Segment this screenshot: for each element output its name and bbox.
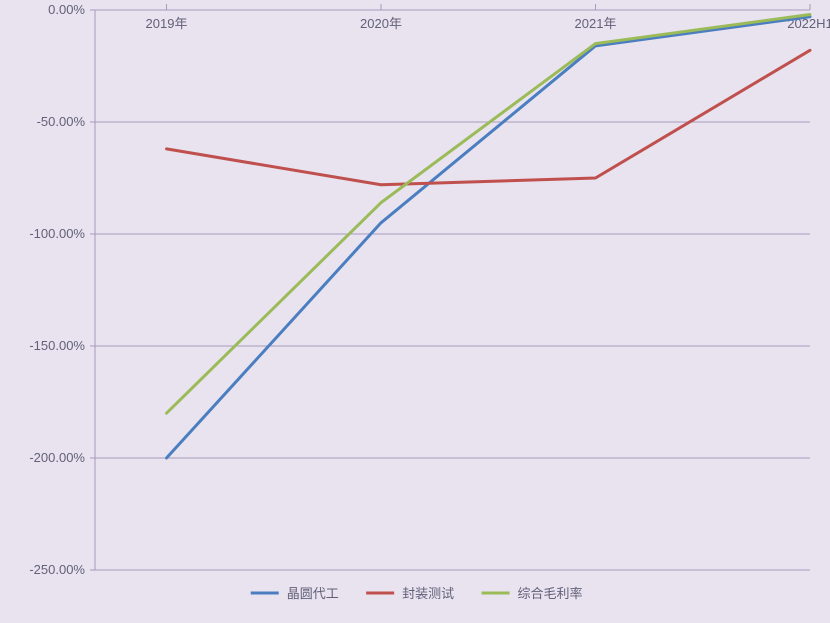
line-chart: 0.00% -50.00% -100.00% -150.00% -200.00% -250…	[0, 0, 830, 623]
x-tick-label: 2019年	[146, 16, 188, 31]
legend-label: 综合毛利率	[518, 586, 583, 601]
x-tick-label: 2021年	[575, 16, 617, 31]
chart-svg: 0.00% -50.00% -100.00% -150.00% -200.00% -250…	[0, 0, 830, 623]
y-tick-label: -200.00%	[29, 450, 85, 465]
y-tick-label: -150.00%	[29, 338, 85, 353]
y-tick-label: -100.00%	[29, 226, 85, 241]
y-tick-label: -50.00%	[37, 114, 86, 129]
legend-label: 晶圆代工	[287, 586, 339, 601]
y-tick-label: -250.00%	[29, 562, 85, 577]
y-tick-label: 0.00%	[48, 2, 85, 17]
legend-label: 封装测试	[402, 586, 454, 601]
x-tick-label: 2020年	[360, 16, 402, 31]
